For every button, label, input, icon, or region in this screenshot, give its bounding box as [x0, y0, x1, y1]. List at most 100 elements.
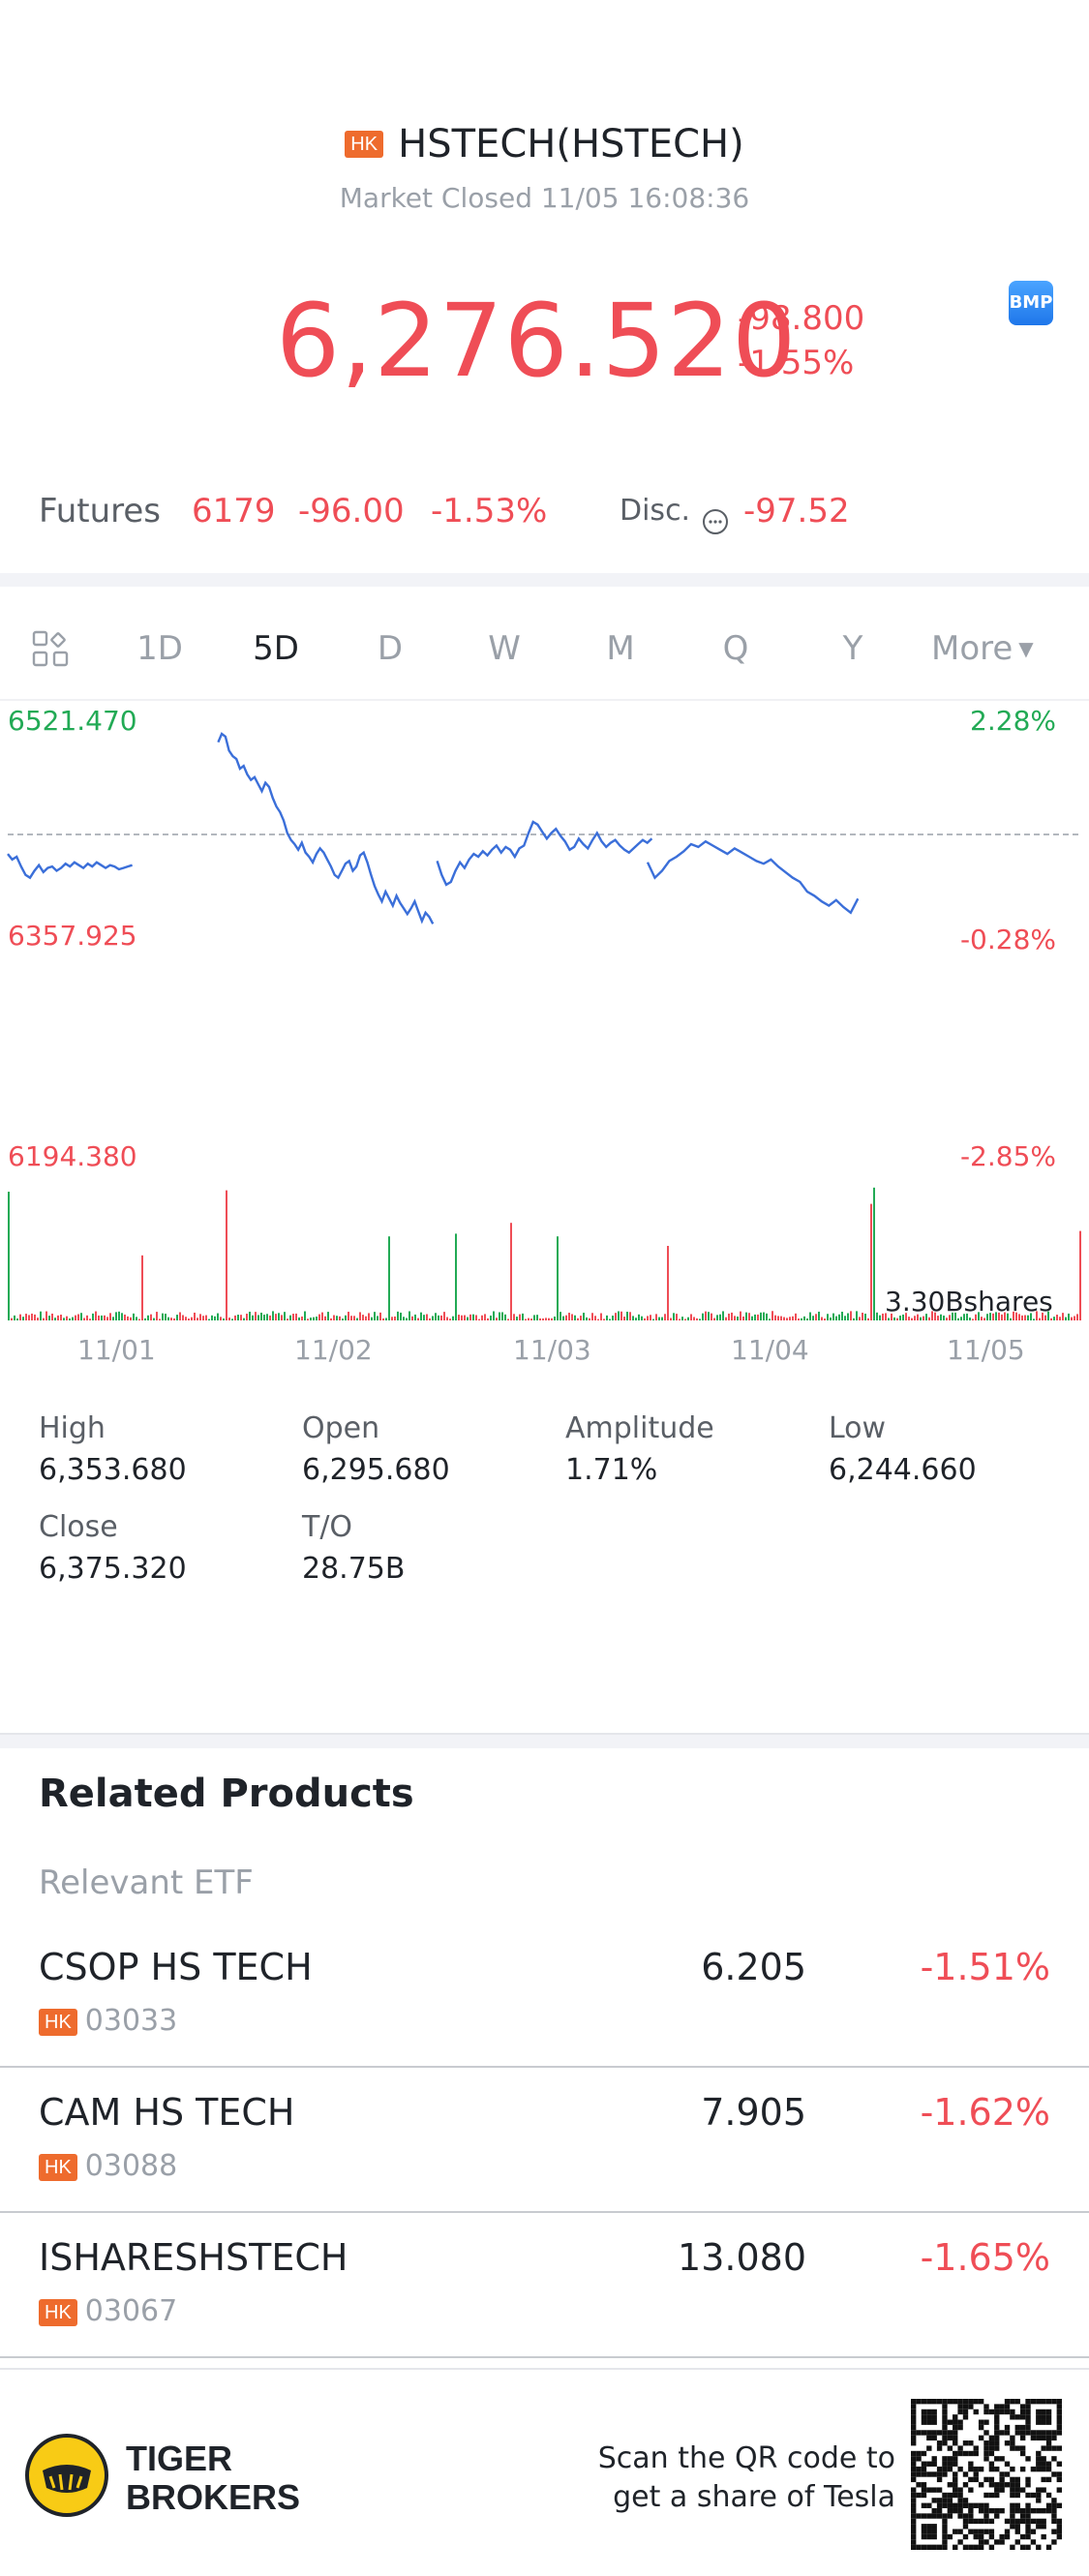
- volume-bar: [124, 1314, 126, 1320]
- volume-bar: [1068, 1313, 1070, 1320]
- volume-bar: [693, 1317, 695, 1320]
- qr-module: [988, 2492, 995, 2499]
- tab-q[interactable]: Q: [722, 629, 749, 668]
- volume-bar: [211, 1315, 213, 1320]
- qr-module: [1030, 2492, 1037, 2499]
- market-badge: HK: [39, 2153, 77, 2181]
- qr-module: [978, 2424, 984, 2431]
- qr-module: [911, 2492, 917, 2499]
- qr-module: [953, 2456, 958, 2462]
- qr-module: [1014, 2502, 1020, 2508]
- volume-bar: [635, 1318, 637, 1320]
- volume-bar: [205, 1315, 207, 1320]
- volume-bar: [411, 1316, 413, 1320]
- qr-module: [1010, 2445, 1015, 2451]
- volume-bar: [1007, 1313, 1009, 1320]
- volume-bar: [179, 1312, 181, 1320]
- volume-bar: [786, 1318, 788, 1320]
- volume-bar: [1079, 1230, 1081, 1320]
- volume-bar: [658, 1317, 660, 1320]
- tab-w[interactable]: W: [488, 629, 521, 668]
- qr-module: [921, 2466, 927, 2472]
- qr-module: [999, 2482, 1005, 2488]
- grid-icon[interactable]: [31, 629, 70, 668]
- qr-module: [1010, 2476, 1015, 2483]
- qr-module: [921, 2482, 927, 2488]
- volume-bar: [350, 1316, 352, 1320]
- volume-bar: [972, 1318, 974, 1320]
- qr-module: [931, 2513, 937, 2519]
- price-line-day-4: [646, 839, 860, 915]
- x-tick-label: 11/05: [947, 1334, 1025, 1366]
- qr-module: [926, 2524, 932, 2530]
- qr-code-icon[interactable]: [911, 2399, 1062, 2550]
- volume-bar: [554, 1316, 556, 1320]
- qr-module: [957, 2487, 963, 2493]
- qr-module: [911, 2450, 917, 2457]
- qr-module: [1014, 2487, 1020, 2493]
- volume-bar: [133, 1313, 135, 1320]
- volume-bar: [121, 1313, 123, 1320]
- qr-module: [1025, 2409, 1031, 2415]
- volume-bar: [388, 1236, 390, 1320]
- qr-module: [999, 2487, 1005, 2493]
- tab-1d[interactable]: 1D: [136, 629, 183, 668]
- qr-module: [973, 2544, 979, 2550]
- etf-row[interactable]: CAM HS TECH HK 03088 7.905 -1.62%: [0, 2068, 1089, 2213]
- tab-more[interactable]: More ▼: [931, 620, 1042, 678]
- qr-module: [1019, 2409, 1026, 2415]
- promo-line: Scan the QR code to: [597, 2441, 895, 2475]
- qr-module: [942, 2414, 948, 2420]
- volume-bar: [162, 1313, 164, 1320]
- volume-bar: [803, 1316, 805, 1320]
- volume-bar: [1042, 1312, 1044, 1320]
- volume-bar: [101, 1315, 103, 1320]
- qr-module: [1014, 2482, 1020, 2488]
- qr-module: [994, 2414, 1000, 2420]
- qr-module: [957, 2450, 963, 2457]
- qr-module: [962, 2524, 969, 2530]
- tab-d[interactable]: D: [377, 629, 404, 668]
- volume-bar: [696, 1318, 698, 1320]
- qr-module: [1056, 2414, 1062, 2420]
- qr-module: [911, 2487, 917, 2493]
- volume-bar: [908, 1317, 910, 1320]
- qr-module: [1041, 2533, 1046, 2540]
- futures-row[interactable]: Futures 6179 -96.00 -1.53% Disc. -97.52: [39, 484, 1065, 538]
- section-divider: [0, 1733, 1089, 1748]
- info-circle-icon[interactable]: [702, 498, 729, 552]
- tab-5d[interactable]: 5D: [253, 629, 299, 668]
- stat-value: 1.71%: [565, 1453, 658, 1487]
- qr-module: [1019, 2445, 1026, 2451]
- qr-module: [947, 2492, 953, 2499]
- qr-module: [942, 2435, 948, 2441]
- qr-module: [973, 2518, 979, 2525]
- volume-bar: [754, 1314, 756, 1320]
- change-value: -98.800: [738, 299, 865, 338]
- volume-bar: [429, 1318, 431, 1320]
- etf-change-percent: -1.62%: [920, 2091, 1050, 2134]
- volume-bar: [167, 1317, 169, 1320]
- volume-bar: [406, 1318, 408, 1320]
- volume-bar: [452, 1316, 454, 1320]
- tab-m[interactable]: M: [606, 629, 635, 668]
- qr-module: [953, 2430, 958, 2436]
- etf-row[interactable]: CSOP HS TECH HK 03033 6.205 -1.51%: [0, 1923, 1089, 2068]
- price-chart[interactable]: 6521.470 2.28% 6357.925 -0.28% 6194.380 …: [0, 701, 1089, 1366]
- tab-y[interactable]: Y: [842, 629, 863, 668]
- volume-bar: [1024, 1315, 1026, 1320]
- volume-bar: [106, 1317, 108, 1320]
- bmp-icon[interactable]: BMP: [1009, 281, 1053, 325]
- volume-bar: [771, 1311, 773, 1320]
- qr-module: [1041, 2430, 1046, 2436]
- qr-module: [921, 2430, 927, 2436]
- volume-bar: [45, 1311, 47, 1320]
- volume-bar: [670, 1318, 672, 1320]
- qr-module: [1030, 2539, 1037, 2545]
- volume-bar: [925, 1314, 927, 1320]
- qr-module: [994, 2482, 1000, 2488]
- volume-bar: [72, 1317, 74, 1320]
- qr-module: [1004, 2399, 1011, 2405]
- futures-price: 6179: [192, 492, 276, 530]
- etf-row[interactable]: ISHARESHSTECH HK 03067 13.080 -1.65%: [0, 2213, 1089, 2358]
